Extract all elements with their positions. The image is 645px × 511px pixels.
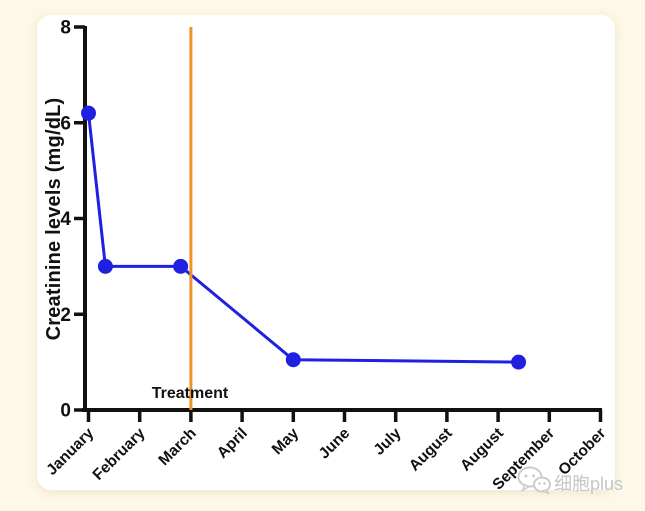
- x-tick-label: May: [269, 425, 303, 459]
- data-point: [173, 258, 189, 274]
- x-tick-label: February: [90, 425, 149, 484]
- treatment-annotation-label: Treatment: [151, 385, 229, 402]
- y-tick-label: 2: [60, 305, 71, 326]
- series-line: [87, 113, 519, 364]
- x-tick-label: August: [457, 425, 507, 475]
- x-tick-label: March: [155, 425, 199, 469]
- y-tick-label: 4: [60, 209, 71, 230]
- data-point: [511, 354, 527, 370]
- data-point: [81, 105, 96, 121]
- wechat-icon: [517, 466, 551, 499]
- x-tick-label: April: [214, 425, 251, 462]
- x-tick-label: June: [316, 425, 354, 463]
- watermark-text: 细胞plus: [554, 473, 624, 494]
- data-point: [285, 352, 301, 368]
- y-tick-label: 0: [60, 401, 71, 422]
- data-point: [97, 258, 113, 274]
- y-tick-label: 6: [60, 113, 71, 134]
- y-tick-label: 8: [60, 18, 71, 39]
- y-axis-title: Creatinine levels (mg/dL): [43, 97, 65, 341]
- x-tick-label: July: [371, 425, 405, 459]
- watermark: 细胞plus: [517, 466, 623, 499]
- x-tick-label: August: [406, 425, 456, 475]
